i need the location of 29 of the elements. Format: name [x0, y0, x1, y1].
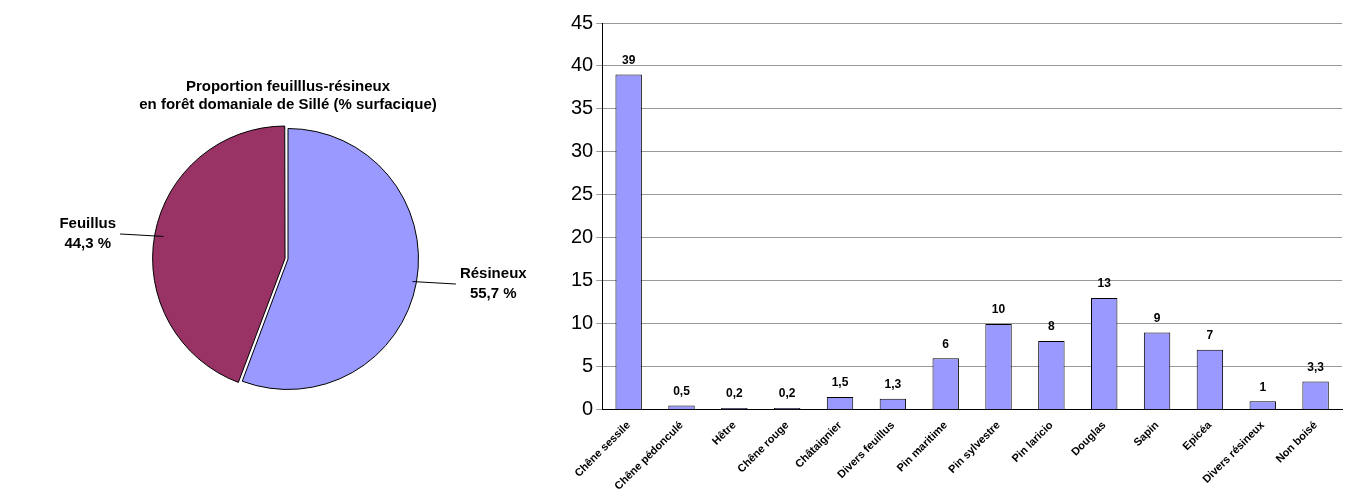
data-label: 10 — [991, 302, 1006, 317]
y-tick-label: 30 — [571, 139, 594, 162]
data-label: 7 — [1206, 327, 1214, 342]
data-label: 0,2 — [778, 386, 796, 401]
y-tick-label: 20 — [571, 225, 594, 248]
data-label: 44,3 % — [64, 234, 112, 252]
y-tick-label: 45 — [571, 10, 594, 33]
data-label: 1 — [1259, 379, 1267, 394]
y-tick-label: 25 — [571, 182, 594, 205]
data-label: 9 — [1153, 310, 1161, 325]
data-label: 1,3 — [884, 376, 902, 391]
slice-label: Feuillus — [59, 214, 117, 232]
data-label: 0,5 — [673, 383, 691, 398]
slice-label: Résineux — [459, 264, 528, 282]
y-tick-label: 5 — [582, 354, 594, 377]
y-tick-label: 35 — [571, 96, 594, 119]
y-tick-label: 10 — [571, 311, 594, 334]
data-label: 0,2 — [726, 386, 744, 401]
data-label: 39 — [621, 52, 636, 67]
y-tick-label: 0 — [582, 397, 594, 420]
data-label: 3,3 — [1307, 359, 1325, 374]
data-label: 55,7 % — [469, 284, 517, 302]
chart-title: Proportion feuilllus-résineux en forêt domaniale de Sillé (% surfacique) — [139, 77, 437, 113]
y-tick-label: 15 — [571, 268, 594, 291]
data-label: 8 — [1048, 319, 1056, 334]
y-tick-label: 40 — [571, 53, 594, 76]
data-label: 13 — [1097, 276, 1112, 291]
data-label: 6 — [942, 336, 950, 351]
data-label: 1,5 — [831, 375, 849, 390]
